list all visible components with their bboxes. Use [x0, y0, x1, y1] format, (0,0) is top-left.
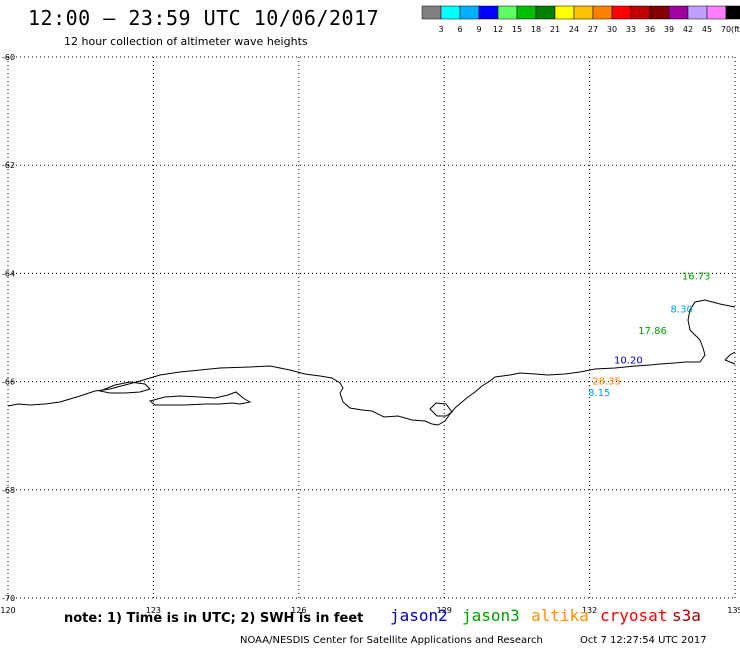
latitude-tick-label: -68: [2, 486, 15, 495]
color-scale-swatch: [668, 5, 689, 20]
longitude-tick-label: 129: [437, 606, 452, 615]
wave-height-value: 8.15: [588, 388, 610, 399]
color-scale-swatch: [649, 5, 670, 20]
latitude-tick-label: -70: [2, 594, 15, 603]
color-scale-swatch: [592, 5, 613, 20]
color-scale-swatch: [497, 5, 518, 20]
color-scale-label: 42: [683, 25, 693, 34]
wave-height-value: 28.35: [592, 377, 621, 388]
longitude-tick-label: 120: [0, 606, 15, 615]
satellite-legend-altika: altika: [531, 606, 589, 625]
longitude-tick-label: 123: [146, 606, 161, 615]
wave-height-value: 8.30: [671, 305, 693, 316]
wave-height-value: 10.20: [614, 355, 643, 366]
color-scale-swatch: [516, 5, 537, 20]
color-scale-label: 33: [626, 25, 636, 34]
color-scale-swatch: [706, 5, 727, 20]
color-scale-label: 21: [550, 25, 560, 34]
gridlines: [7, 56, 736, 599]
satellite-legend-s3a: s3a: [672, 606, 701, 625]
color-scale-swatch: [687, 5, 708, 20]
color-scale-label: 15: [512, 25, 522, 34]
generated-timestamp: Oct 7 12:27:54 UTC 2017: [580, 635, 707, 646]
color-scale-label: 39: [664, 25, 674, 34]
color-scale-swatch: [554, 5, 575, 20]
color-scale-label: 3: [438, 25, 443, 34]
color-scale-swatch: [421, 5, 442, 20]
longitude-tick-label: 132: [582, 606, 597, 615]
color-scale-label: 24: [569, 25, 579, 34]
coastline-east-tip: [724, 351, 736, 365]
wave-height-value: 16.73: [682, 272, 711, 283]
color-scale-swatch: [459, 5, 480, 20]
color-scale-label: 6: [457, 25, 462, 34]
color-scale-swatch: [725, 5, 740, 20]
color-scale-label: 18: [531, 25, 541, 34]
page-title: 12:00 – 23:59 UTC 10/06/2017: [28, 6, 380, 30]
latitude-tick-label: -64: [2, 269, 15, 278]
latitude-tick-label: -62: [2, 161, 15, 170]
color-scale-label: 12: [493, 25, 503, 34]
satellite-legend-cryosat: cryosat: [600, 606, 668, 625]
coastline-inlet: [148, 391, 252, 406]
color-scale-swatch: [573, 5, 594, 20]
credit-line: NOAA/NESDIS Center for Satellite Applica…: [240, 635, 543, 646]
satellite-legend-jason3: jason3: [462, 606, 520, 625]
wave-height-value: 17.86: [638, 326, 667, 337]
antarctic-coastline: [7, 299, 736, 426]
color-scale-swatch: [535, 5, 556, 20]
color-scale-swatch: [478, 5, 499, 20]
satellite-legend-jason2: jason2: [390, 606, 448, 625]
color-scale-swatch: [440, 5, 461, 20]
color-scale-label: 27: [588, 25, 598, 34]
longitude-tick-label: 135: [727, 606, 740, 615]
units-note: note: 1) Time is in UTC; 2) SWH is in fe…: [64, 611, 364, 626]
latitude-tick-label: -66: [2, 378, 15, 387]
color-scale-label: 30: [607, 25, 617, 34]
coastline-bay: [98, 381, 151, 394]
axis-tick-labels: 120 123 126 129 132 135 -60 -62 -64 -66 -68 -70: [0, 53, 740, 615]
color-scale-label: 45: [702, 25, 712, 34]
color-scale-label: 36: [645, 25, 655, 34]
color-scale-swatch: [630, 5, 651, 20]
color-scale-unit: (ft): [731, 25, 740, 34]
color-scale-label: 9: [476, 25, 481, 34]
latitude-tick-label: -60: [2, 53, 15, 62]
longitude-tick-label: 126: [291, 606, 306, 615]
color-scale-swatch: [611, 5, 632, 20]
color-scale-label: 70: [721, 25, 731, 34]
coastline-island: [429, 402, 453, 417]
page-subtitle: 12 hour collection of altimeter wave hei…: [64, 35, 308, 48]
